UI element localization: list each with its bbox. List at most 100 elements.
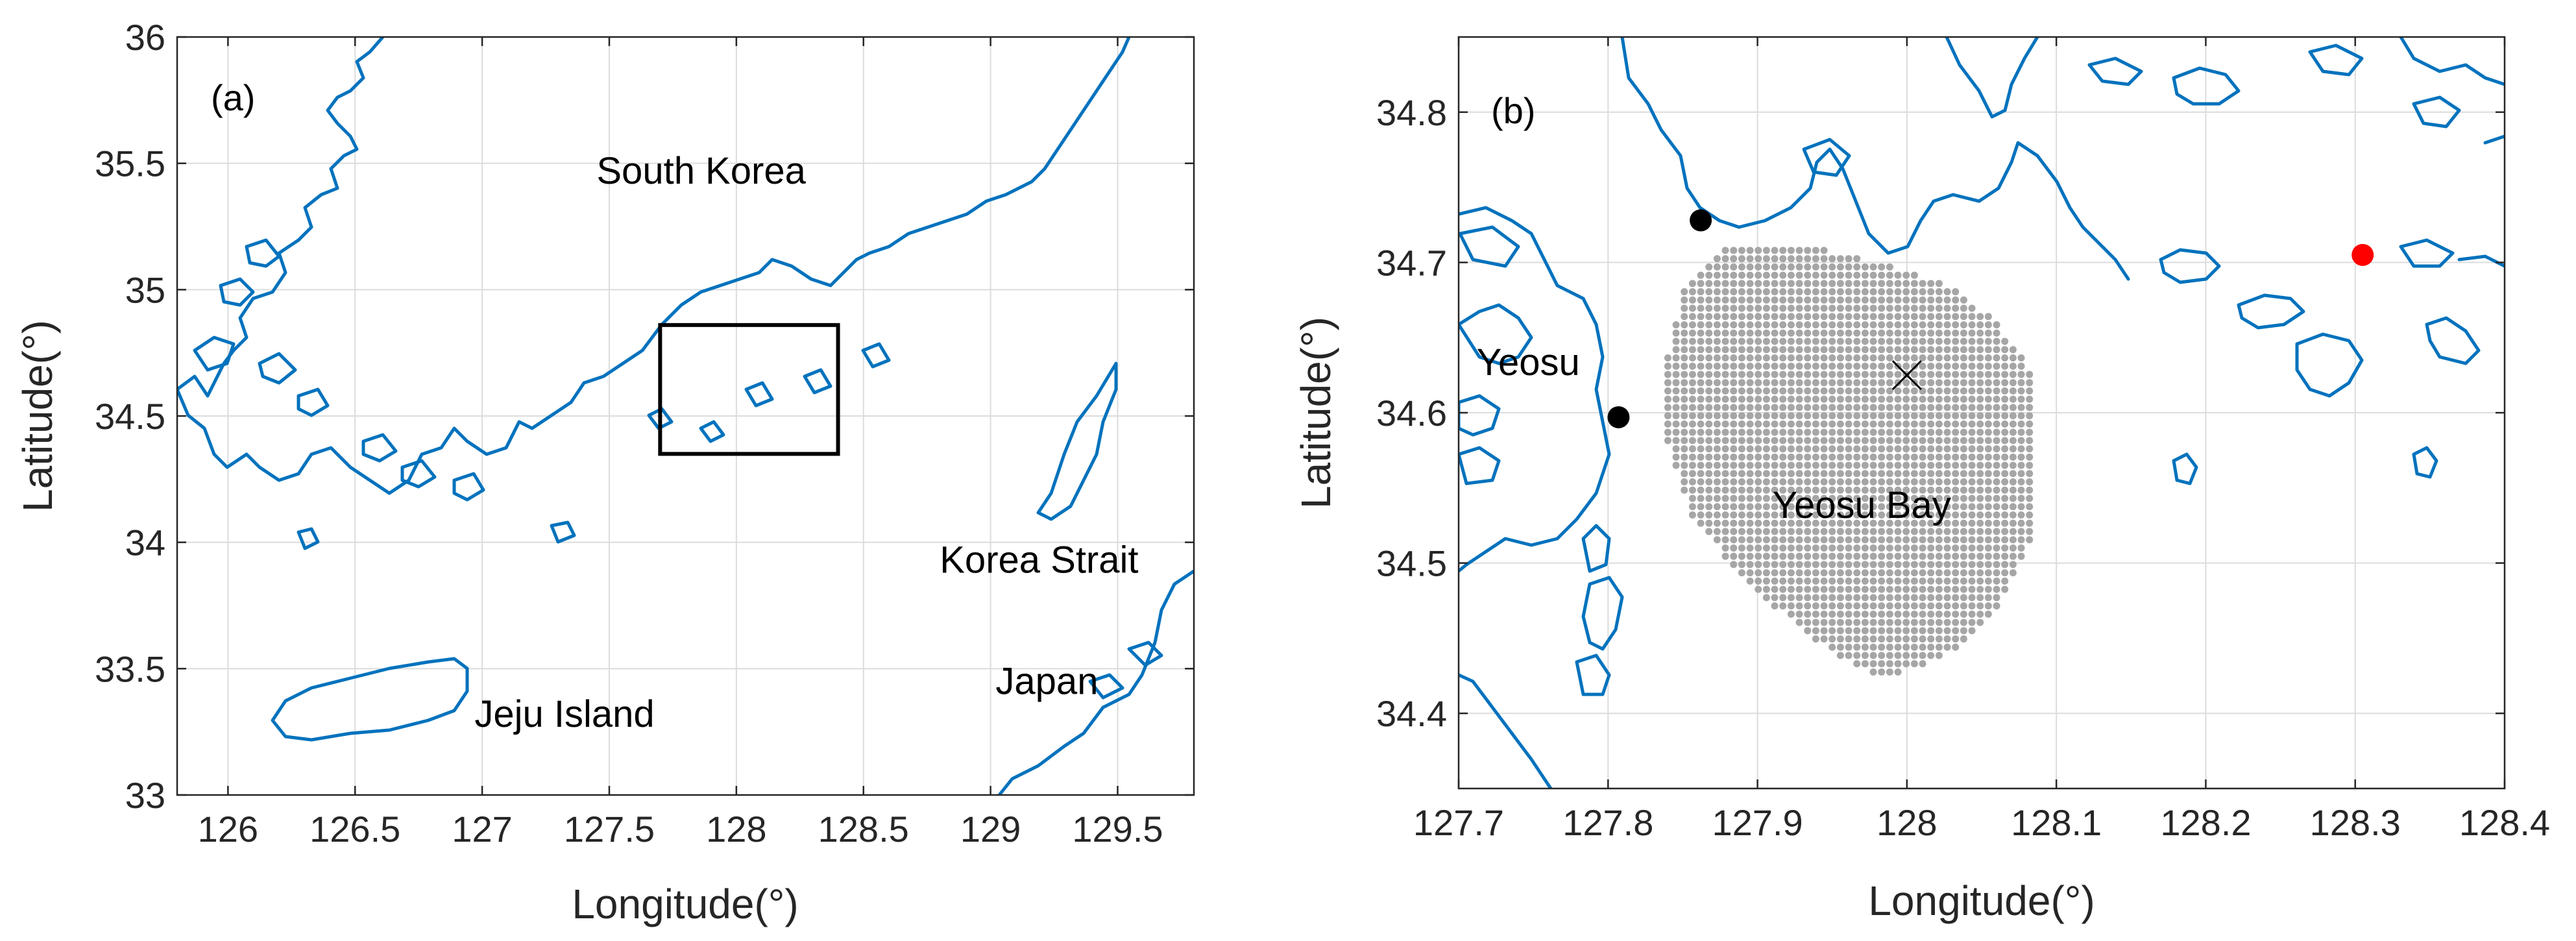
grid-point [1787, 296, 1795, 304]
grid-point [1804, 511, 1812, 519]
grid-point [1943, 461, 1951, 469]
grid-point [1820, 346, 1828, 354]
grid-point [1681, 461, 1688, 469]
grid-point [1755, 495, 1762, 502]
grid-point [1721, 296, 1729, 304]
grid-point [1853, 660, 1861, 668]
grid-point [1705, 478, 1713, 486]
grid-point [2001, 511, 2009, 519]
grid-point [1845, 635, 1853, 643]
grid-point [1738, 321, 1745, 329]
grid-point [1705, 354, 1713, 361]
grid-point [1968, 445, 1976, 453]
grid-point [1721, 354, 1729, 361]
grid-point [1746, 296, 1754, 304]
grid-point [1984, 486, 1992, 494]
grid-point [1820, 470, 1828, 478]
grid-point [2001, 420, 2009, 428]
grid-point [1886, 577, 1893, 585]
grid-point [1861, 337, 1869, 345]
grid-point [1952, 585, 1960, 593]
grid-point [1829, 453, 1836, 461]
grid-point [1721, 404, 1729, 411]
x-tick-label: 128.5 [818, 809, 909, 849]
grid-point [1927, 329, 1935, 337]
grid-point [1976, 519, 1984, 527]
grid-point [2001, 495, 2009, 502]
grid-point [1960, 528, 1967, 535]
grid-point [1746, 428, 1754, 436]
grid-point [1829, 420, 1836, 428]
grid-point [1902, 544, 1910, 552]
grid-point [1829, 478, 1836, 486]
grid-point [1804, 354, 1812, 361]
grid-point [1910, 503, 1918, 511]
grid-point [1795, 503, 1803, 511]
grid-point [1976, 321, 1984, 329]
grid-point [1878, 337, 1886, 345]
grid-point [1976, 420, 1984, 428]
grid-point [1878, 627, 1886, 635]
grid-point [1730, 337, 1738, 345]
grid-point [2009, 486, 2017, 494]
grid-point [1927, 561, 1935, 568]
grid-point [1820, 495, 1828, 502]
grid-point [1902, 552, 1910, 560]
grid-point [1943, 329, 1951, 337]
grid-point [1820, 288, 1828, 296]
grid-point [1886, 470, 1893, 478]
grid-point [1952, 486, 1960, 494]
grid-point [1705, 503, 1713, 511]
grid-point [1812, 255, 1819, 263]
grid-point [1927, 313, 1935, 321]
grid-point [1861, 428, 1869, 436]
grid-point [1771, 337, 1779, 345]
grid-point [1836, 635, 1844, 643]
grid-point [1795, 337, 1803, 345]
grid-point [1705, 337, 1713, 345]
grid-point [1804, 321, 1812, 329]
grid-point [1853, 445, 1861, 453]
grid-point [1894, 437, 1902, 445]
grid-point [2026, 445, 2034, 453]
grid-point [1894, 610, 1902, 618]
grid-point [1836, 511, 1844, 519]
grid-point [2017, 461, 2025, 469]
grid-point [1878, 461, 1886, 469]
grid-point [2009, 379, 2017, 387]
grid-point [1919, 627, 1926, 635]
grid-point [1976, 585, 1984, 593]
grid-point [2017, 437, 2025, 445]
grid-point [1968, 627, 1976, 635]
grid-point [1952, 577, 1960, 585]
grid-point [1829, 511, 1836, 519]
grid-point [1960, 503, 1967, 511]
grid-point [1738, 495, 1745, 502]
station-marker [2351, 243, 2374, 266]
grid-point [1755, 544, 1762, 552]
grid-point [1705, 395, 1713, 403]
grid-point [1902, 437, 1910, 445]
grid-point [2017, 428, 2025, 436]
grid-point [1812, 247, 1819, 254]
grid-point [1845, 528, 1853, 535]
grid-point [1721, 379, 1729, 387]
station-marker [1607, 406, 1630, 428]
grid-point [1829, 437, 1836, 445]
grid-point [1771, 354, 1779, 361]
x-tick-label: 128 [1877, 802, 1937, 843]
grid-point [1829, 461, 1836, 469]
grid-point [1746, 387, 1754, 395]
grid-point [1795, 569, 1803, 577]
grid-point [1787, 536, 1795, 544]
grid-point [1787, 503, 1795, 511]
grid-point [1878, 346, 1886, 354]
grid-point [2026, 503, 2034, 511]
grid-point [1878, 428, 1886, 436]
grid-point [1869, 271, 1877, 279]
grid-point [1984, 461, 1992, 469]
grid-point [1755, 321, 1762, 329]
grid-point [1738, 304, 1745, 312]
grid-point [2026, 536, 2034, 544]
grid-point [1755, 519, 1762, 527]
